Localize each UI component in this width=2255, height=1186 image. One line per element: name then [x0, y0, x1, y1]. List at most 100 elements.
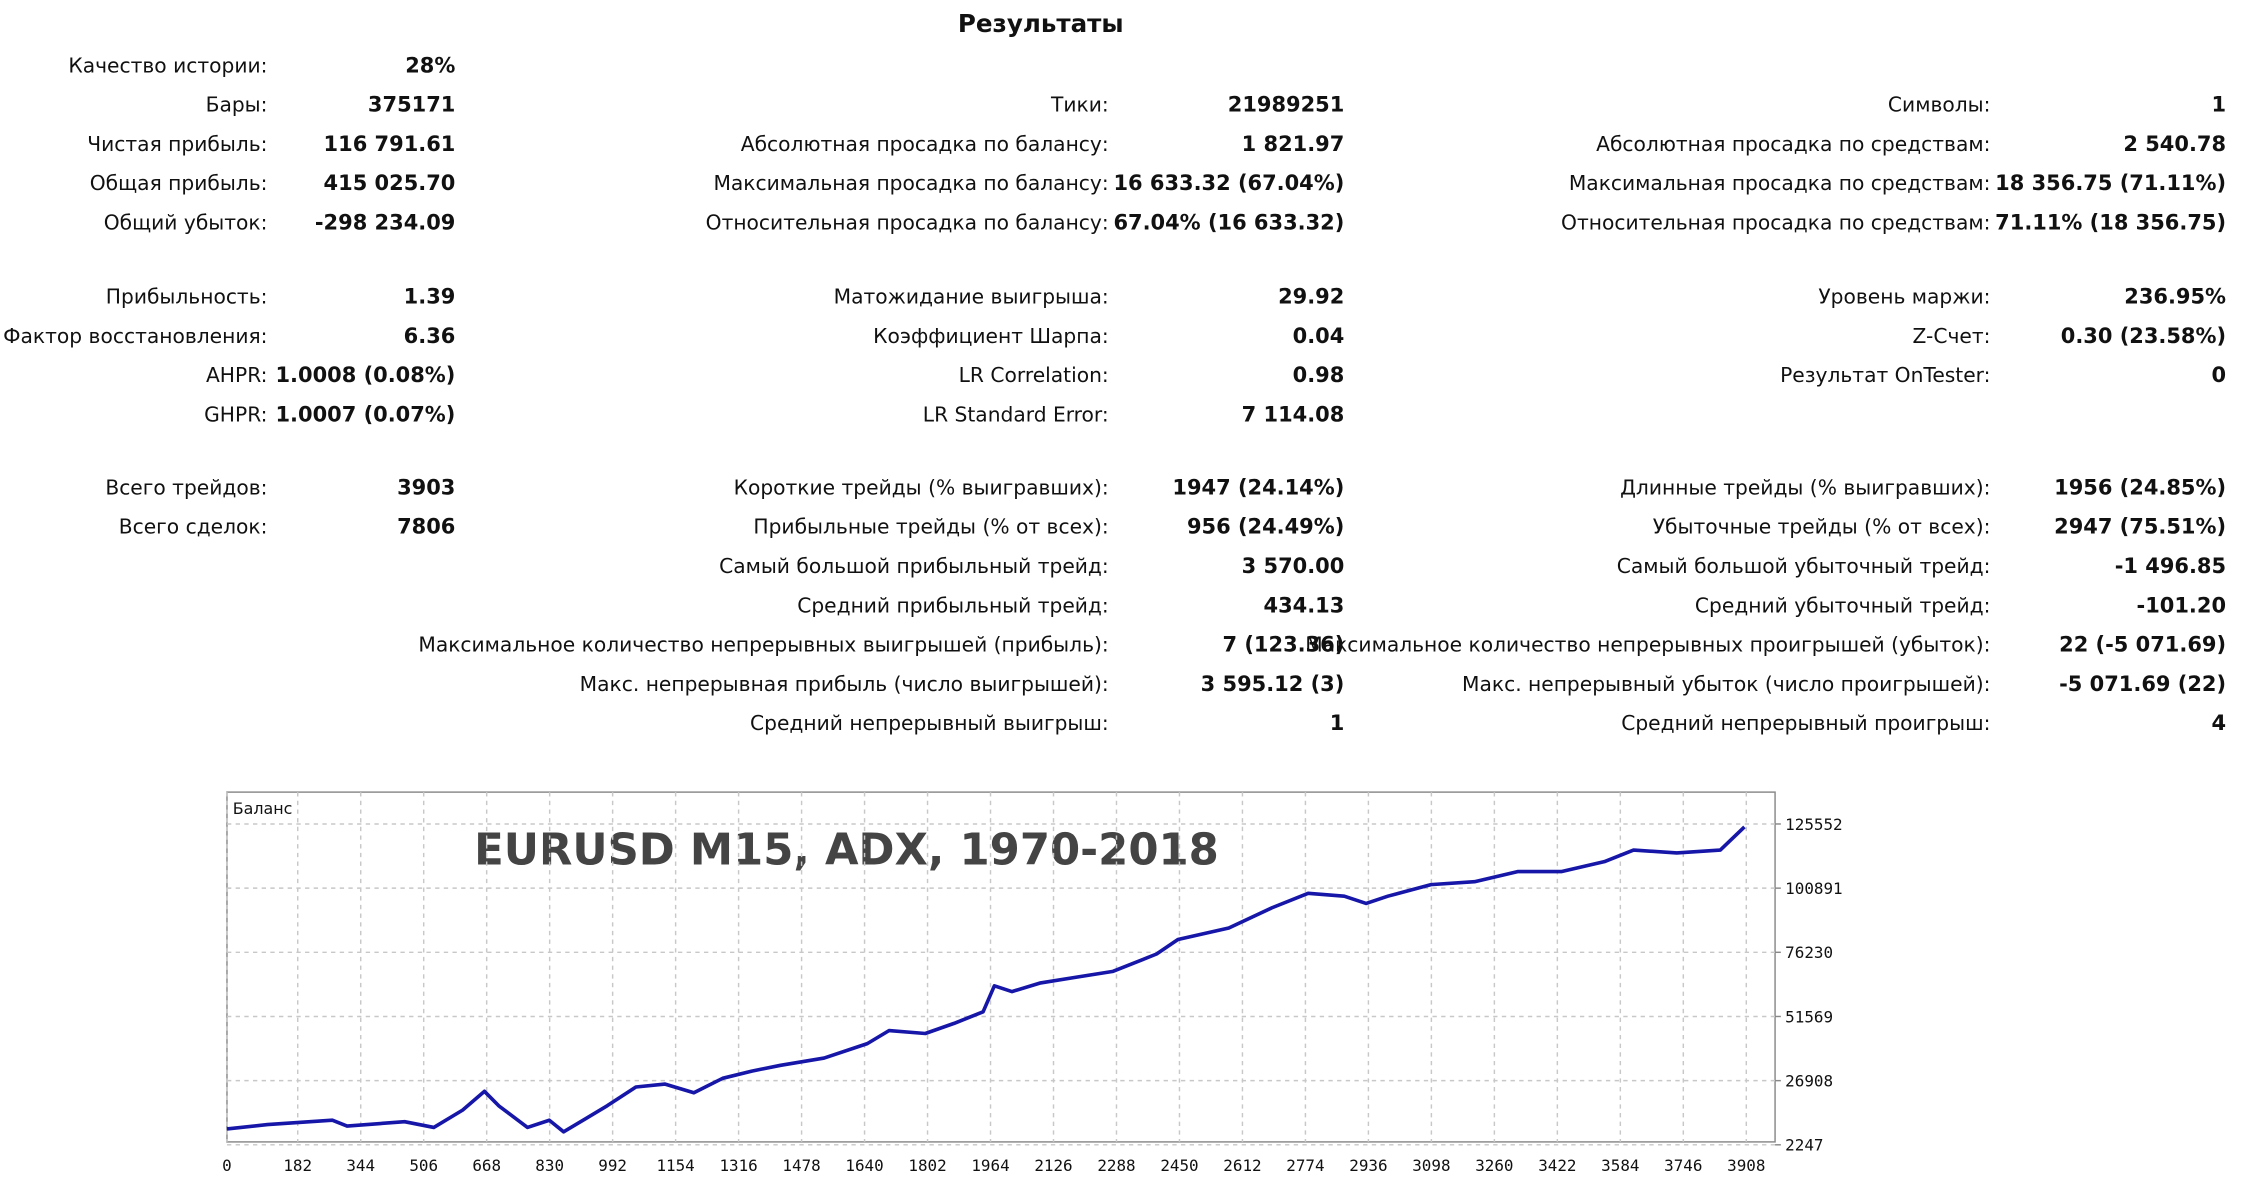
x-tick-label: 1802: [908, 1156, 946, 1175]
stat-label: Символы:: [1888, 93, 1991, 117]
stat-value: -298 234.09: [315, 211, 455, 235]
x-tick-label: 0: [222, 1156, 232, 1175]
x-tick-label: 3422: [1538, 1156, 1576, 1175]
y-tick-label: 2247: [1785, 1136, 1823, 1155]
x-tick-label: 3098: [1412, 1156, 1450, 1175]
stat-value: 2 540.78: [2123, 132, 2226, 156]
stat-label: LR Correlation:: [959, 363, 1109, 387]
x-tick-label: 3908: [1727, 1156, 1765, 1175]
stat-label: Всего трейдов:: [105, 475, 267, 499]
x-tick-label: 2126: [1034, 1156, 1072, 1175]
y-tick-label: 76230: [1785, 943, 1833, 962]
chart-frame: [226, 791, 1776, 1143]
stat-value: 3 595.12 (3): [1201, 672, 1345, 696]
x-tick-label: 2450: [1160, 1156, 1198, 1175]
stat-value: -5 071.69 (22): [2059, 672, 2226, 696]
stat-label: Максимальная просадка по средствам:: [1569, 171, 1991, 195]
stat-label: Самый большой убыточный трейд:: [1617, 554, 1991, 578]
stat-label: Средний непрерывный проигрыш:: [1621, 711, 1990, 735]
stat-value: 22 (-5 071.69): [2059, 633, 2226, 657]
stat-label: Макс. непрерывная прибыль (число выигрыш…: [580, 672, 1109, 696]
stat-label: Матожидание выигрыша:: [834, 285, 1109, 309]
chart-title: EURUSD M15, ADX, 1970-2018: [474, 825, 1219, 875]
stat-value: 18 356.75 (71.11%): [1995, 171, 2226, 195]
stat-value: 1.39: [404, 285, 456, 309]
stat-value: 16 633.32 (67.04%): [1113, 171, 1344, 195]
stat-value: 6.36: [404, 324, 456, 348]
stat-label: Абсолютная просадка по балансу:: [741, 132, 1109, 156]
stat-label: Длинные трейды (% выигравших):: [1620, 475, 1990, 499]
stat-value: 1 821.97: [1242, 132, 1345, 156]
stat-value: 434.13: [1264, 593, 1345, 617]
stat-label: Фактор восстановления:: [3, 324, 267, 348]
stat-label: Общий убыток:: [104, 211, 268, 235]
stat-label: Уровень маржи:: [1818, 285, 1990, 309]
stat-value: 1.0007 (0.07%): [275, 402, 455, 426]
stat-value: 7 114.08: [1242, 402, 1345, 426]
x-tick-label: 1478: [782, 1156, 820, 1175]
stat-value: 1: [1330, 711, 1345, 735]
stat-label: GHPR:: [204, 402, 267, 426]
x-tick-label: 3746: [1664, 1156, 1702, 1175]
x-tick-label: 1316: [719, 1156, 757, 1175]
stat-label: Прибыльные трейды (% от всех):: [753, 515, 1108, 539]
stat-label: Убыточные трейды (% от всех):: [1653, 515, 1991, 539]
stat-value: 236.95%: [2124, 285, 2226, 309]
x-tick-label: 830: [535, 1156, 564, 1175]
stat-label: Максимальная просадка по балансу:: [713, 171, 1108, 195]
stat-value: 7 (123.36): [1223, 633, 1345, 657]
stat-label: Самый большой прибыльный трейд:: [719, 554, 1109, 578]
x-tick-label: 2774: [1286, 1156, 1324, 1175]
balance-line: [226, 825, 1746, 1134]
stat-label: AHPR:: [206, 363, 267, 387]
stat-value: 2947 (75.51%): [2054, 515, 2226, 539]
stat-label: Относительная просадка по балансу:: [706, 211, 1109, 235]
y-tick-label: 125552: [1785, 815, 1842, 834]
stat-label: Всего сделок:: [119, 515, 268, 539]
stat-label: Максимальное количество непрерывных прои…: [1305, 633, 1990, 657]
stat-value: 1956 (24.85%): [2054, 475, 2226, 499]
x-tick-label: 668: [472, 1156, 501, 1175]
x-tick-label: 2288: [1097, 1156, 1135, 1175]
legend-label: Баланс: [233, 799, 293, 818]
stat-value: 3903: [397, 475, 455, 499]
stat-label: Короткие трейды (% выигравших):: [734, 475, 1109, 499]
y-tick-label: 51569: [1785, 1007, 1833, 1026]
x-tick-label: 1964: [971, 1156, 1009, 1175]
stat-label: LR Standard Error:: [923, 402, 1109, 426]
x-tick-label: 506: [409, 1156, 438, 1175]
report-title: Результаты: [958, 9, 1124, 38]
stat-label: Результат OnTester:: [1780, 363, 1990, 387]
x-tick-label: 182: [283, 1156, 312, 1175]
stat-value: 4: [2211, 711, 2226, 735]
x-tick-label: 3260: [1475, 1156, 1513, 1175]
stat-value: 3 570.00: [1242, 554, 1345, 578]
x-tick-label: 1154: [656, 1156, 694, 1175]
stat-label: Качество истории:: [68, 53, 267, 77]
stat-value: 116 791.61: [324, 132, 456, 156]
x-tick-label: 2612: [1223, 1156, 1261, 1175]
x-tick-label: 1640: [845, 1156, 883, 1175]
stat-value: 1947 (24.14%): [1172, 475, 1344, 499]
stat-value: 67.04% (16 633.32): [1113, 211, 1344, 235]
x-tick-label: 344: [346, 1156, 375, 1175]
stat-value: 415 025.70: [324, 171, 456, 195]
stat-label: Z-Счет:: [1913, 324, 1991, 348]
stat-value: 28%: [405, 53, 455, 77]
stat-label: Относительная просадка по средствам:: [1561, 211, 1990, 235]
x-tick-label: 2936: [1349, 1156, 1387, 1175]
stat-label: Средний прибыльный трейд:: [797, 593, 1108, 617]
stat-value: 0: [2211, 363, 2226, 387]
stat-label: Общая прибыль:: [90, 171, 268, 195]
stat-value: 375171: [368, 93, 455, 117]
stat-label: Бары:: [206, 93, 268, 117]
stat-value: 1: [2211, 93, 2226, 117]
y-tick-label: 26908: [1785, 1071, 1833, 1090]
stat-label: Максимальное количество непрерывных выиг…: [418, 633, 1108, 657]
stat-value: 956 (24.49%): [1187, 515, 1344, 539]
stat-value: 71.11% (18 356.75): [1995, 211, 2226, 235]
stat-value: 1.0008 (0.08%): [275, 363, 455, 387]
stat-value: 29.92: [1278, 285, 1344, 309]
stat-label: Макс. непрерывный убыток (число проигрыш…: [1462, 672, 1990, 696]
